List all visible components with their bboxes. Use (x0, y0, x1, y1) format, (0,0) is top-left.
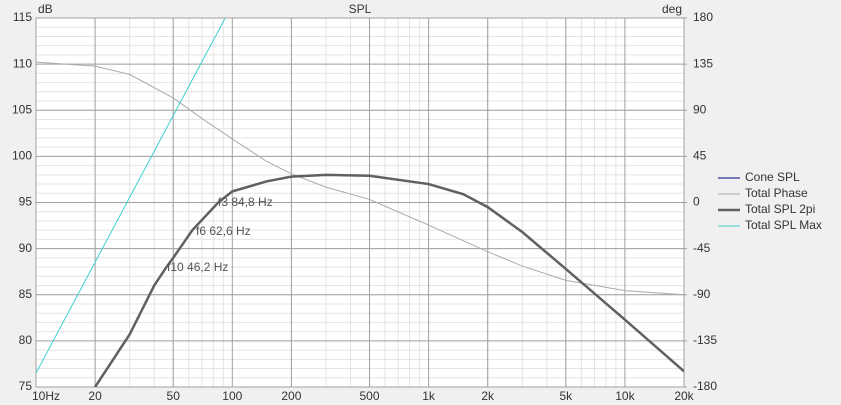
legend-label: Cone SPL (745, 170, 800, 184)
legend-label: Total Phase (745, 186, 808, 200)
y2-tick-label: -135 (693, 333, 717, 347)
y2-tick-label: -45 (693, 241, 711, 255)
series-line (94, 173, 684, 387)
legend-label: Total SPL Max (745, 218, 822, 232)
chart-title: SPL (349, 2, 372, 16)
y-tick-label: 115 (13, 10, 32, 24)
annotation: f3 84,8 Hz (218, 195, 273, 209)
x-tick-label: 50 (167, 389, 181, 403)
y2-tick-label: -180 (693, 379, 717, 393)
y2-tick-label: -90 (693, 287, 711, 301)
y-unit: dB (38, 2, 53, 16)
x-tick-label: 20 (88, 389, 102, 403)
y2-tick-label: 180 (693, 10, 713, 24)
y-tick-label: 90 (19, 241, 33, 255)
y-tick-label: 100 (12, 149, 32, 163)
x-tick-label: 10Hz (32, 389, 60, 403)
x-tick-label: 200 (281, 389, 301, 403)
series-line (36, 18, 226, 374)
y-tick-label: 105 (12, 102, 32, 116)
series-group (36, 18, 684, 387)
y-tick-label: 110 (13, 56, 32, 70)
y2-tick-label: 45 (693, 149, 707, 163)
y2-tick-label: 0 (693, 195, 700, 209)
plot-border (35, 17, 685, 388)
x-tick-label: 100 (222, 389, 242, 403)
x-tick-label: 20k (674, 389, 694, 403)
y-tick-label: 95 (19, 195, 33, 209)
x-tick-label: 500 (359, 389, 379, 403)
x-tick-label: 10k (615, 389, 635, 403)
y2-tick-label: 135 (693, 56, 713, 70)
y2-tick-label: 90 (693, 102, 707, 116)
x-tick-label: 5k (559, 389, 573, 403)
y2-unit: deg (662, 2, 682, 16)
x-tick-label: 1k (422, 389, 436, 403)
y-tick-label: 80 (19, 333, 33, 347)
annotation: f10 46,2 Hz (167, 260, 228, 274)
y-tick-label: 85 (19, 287, 33, 301)
series-line (36, 61, 684, 296)
x-tick-label: 2k (481, 389, 495, 403)
annotation: f6 62,6 Hz (196, 224, 251, 238)
y-tick-label: 75 (19, 379, 33, 393)
legend-label: Total SPL 2pi (745, 202, 815, 216)
